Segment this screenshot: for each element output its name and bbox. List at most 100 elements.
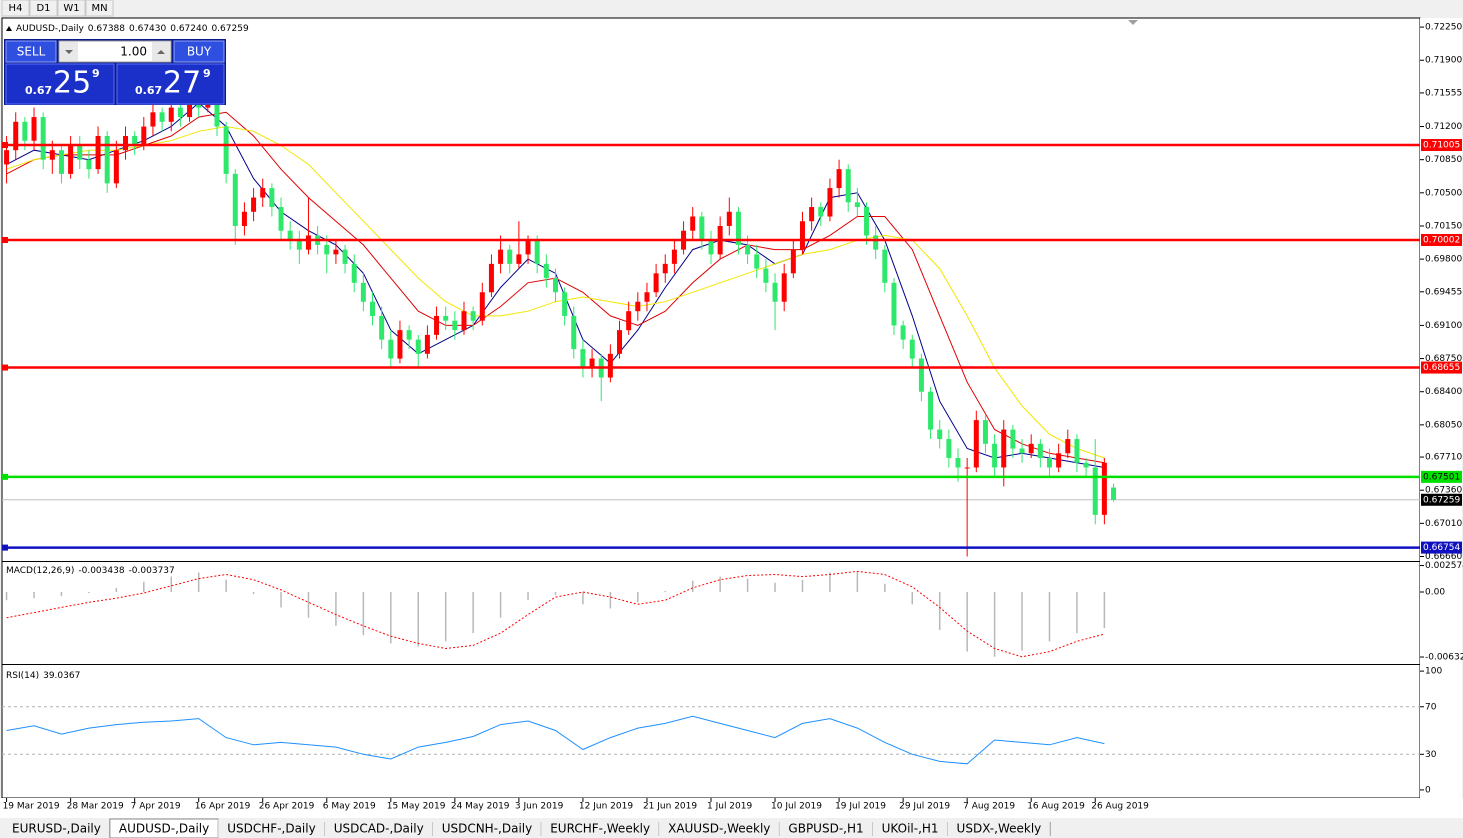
tab[interactable] <box>432 819 542 838</box>
tab-label[interactable]: USDCAD-,Daily <box>334 822 424 836</box>
y-tick-label: 0.68400 <box>1425 387 1462 397</box>
level-label: 0.71005 <box>1423 141 1460 151</box>
candle-body <box>607 353 613 378</box>
tab[interactable] <box>3 819 110 838</box>
candle-body <box>214 98 220 127</box>
candle-body <box>296 240 302 250</box>
timeframe-button[interactable] <box>57 0 86 17</box>
x-tick-label: 28 Mar 2019 <box>67 802 124 812</box>
candle-body <box>22 121 28 141</box>
candle-body <box>699 216 705 241</box>
timeframe-button[interactable] <box>1 0 30 17</box>
candle-body <box>589 358 595 369</box>
candle-body <box>818 207 824 217</box>
candle-body <box>1065 439 1071 454</box>
tab[interactable] <box>324 819 433 838</box>
lot-up-arrow <box>157 50 165 54</box>
candle-body <box>434 315 440 335</box>
tab[interactable] <box>218 819 325 838</box>
candle-body <box>95 136 101 170</box>
indicator-name: RSI(14) <box>6 671 39 681</box>
sell-button[interactable] <box>5 40 57 63</box>
candle-body <box>690 216 696 231</box>
candle-body <box>1010 429 1016 449</box>
candle-body <box>928 391 934 430</box>
tab-label[interactable]: USDCNH-,Daily <box>442 822 533 836</box>
timeframe-label[interactable]: H4 <box>9 3 23 14</box>
candle-body <box>1056 453 1062 468</box>
candle-body <box>123 136 129 151</box>
candle-body <box>882 249 888 283</box>
timeframe-label[interactable]: W1 <box>63 3 79 14</box>
candle-body <box>452 320 458 331</box>
candle-body <box>49 150 55 160</box>
x-tick-label: 12 Jun 2019 <box>579 802 633 812</box>
sell-label[interactable]: SELL <box>17 45 46 59</box>
tab-label[interactable]: AUDUSD-,Daily <box>119 822 209 836</box>
tab-label[interactable]: USDX-,Weekly <box>957 822 1042 836</box>
ohlc-value: 0.67430 <box>129 24 166 34</box>
level-label: 0.66754 <box>1423 543 1460 553</box>
candle-body <box>342 249 348 264</box>
tab-label[interactable]: USDCHF-,Daily <box>227 822 315 836</box>
timeframe-label[interactable]: D1 <box>36 3 50 14</box>
candle-body <box>379 315 385 340</box>
candle-body <box>287 230 293 241</box>
lot-input[interactable] <box>58 40 172 63</box>
tab-label[interactable]: EURUSD-,Daily <box>12 822 101 836</box>
candle-body <box>790 249 796 274</box>
candle-body <box>635 301 641 312</box>
level-handle <box>2 473 8 480</box>
y-tick-label: 0.71200 <box>1425 122 1462 132</box>
buy-button[interactable] <box>173 40 225 63</box>
indicator-value: -0.003737 <box>129 566 175 576</box>
time-axis <box>0 798 1463 818</box>
timeframe-label[interactable]: MN <box>91 3 107 14</box>
candle-body <box>1046 458 1052 468</box>
candle-body <box>196 102 202 108</box>
candle-body <box>754 254 760 269</box>
timeframe-button[interactable] <box>29 0 58 17</box>
buy-price-box[interactable] <box>116 63 225 105</box>
x-tick-label: 21 Jun 2019 <box>643 802 697 812</box>
x-tick-label: 10 Jul 2019 <box>771 802 822 812</box>
y-tick-label: 0 <box>1425 785 1431 795</box>
rsi-line <box>6 715 1105 765</box>
candle-body <box>177 107 183 118</box>
y-tick-label: 0.68050 <box>1425 420 1462 430</box>
y-tick-label: 0.68750 <box>1425 354 1462 364</box>
tab-label[interactable]: EURCHF-,Weekly <box>550 822 650 836</box>
x-tick-label: 26 Apr 2019 <box>259 802 315 812</box>
ohlc-value: 0.67259 <box>211 24 248 34</box>
bid-label-bg <box>1421 493 1462 506</box>
candle-body <box>973 420 979 468</box>
candle-body <box>1111 487 1117 500</box>
candle-body <box>799 221 805 250</box>
candle-body <box>68 145 74 174</box>
candle-body <box>260 188 266 198</box>
tab[interactable] <box>872 819 948 838</box>
tab-label[interactable]: UKOil-,H1 <box>882 822 939 836</box>
tab[interactable] <box>779 819 873 838</box>
tab[interactable] <box>659 819 780 838</box>
candle-body <box>891 282 897 326</box>
y-tick-label: 30 <box>1425 750 1437 760</box>
level-label: 0.67501 <box>1423 472 1460 482</box>
tab-label[interactable]: GBPUSD-,H1 <box>788 822 863 836</box>
candle-body <box>324 244 330 255</box>
tab[interactable] <box>541 819 660 838</box>
tab[interactable] <box>947 819 1051 838</box>
tab-label[interactable]: XAUUSD-,Weekly <box>668 822 770 836</box>
candle-body <box>360 282 366 302</box>
timeframe-button[interactable] <box>85 0 114 17</box>
buy-label[interactable]: BUY <box>187 45 212 59</box>
candle-body <box>223 126 229 174</box>
candle-body <box>269 188 275 208</box>
sell-price-box[interactable] <box>5 63 115 105</box>
toolbar <box>0 0 1463 18</box>
candle-body <box>580 349 586 369</box>
candle-body <box>1101 462 1107 515</box>
lot-value[interactable]: 1.00 <box>120 45 147 59</box>
y-tick-label: 0.70500 <box>1425 188 1462 198</box>
candle-body <box>241 211 247 226</box>
